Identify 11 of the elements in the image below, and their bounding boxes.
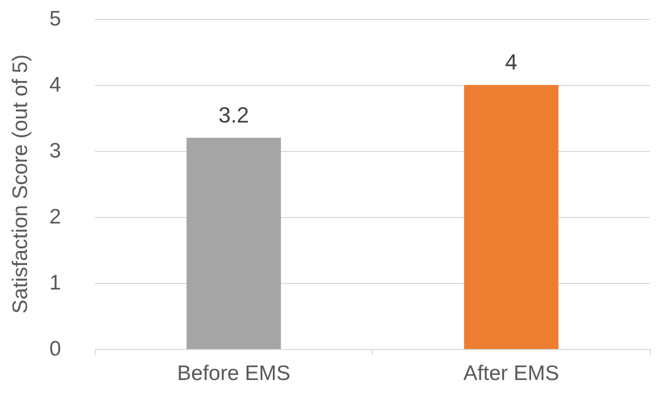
y-tick-label: 3 bbox=[49, 140, 61, 162]
y-axis-title: Satisfaction Score (out of 5) bbox=[9, 54, 32, 314]
data-label: 3.2 bbox=[218, 102, 250, 128]
y-tick-label: 5 bbox=[49, 8, 61, 30]
y-tick-label: 0 bbox=[49, 338, 61, 360]
y-tick-label: 2 bbox=[49, 206, 61, 228]
y-tick-label: 1 bbox=[49, 272, 61, 294]
x-tick-label: After EMS bbox=[463, 362, 560, 385]
x-tick-label: Before EMS bbox=[177, 362, 290, 385]
y-tick-label: 4 bbox=[49, 74, 62, 96]
data-label: 4 bbox=[505, 50, 518, 74]
